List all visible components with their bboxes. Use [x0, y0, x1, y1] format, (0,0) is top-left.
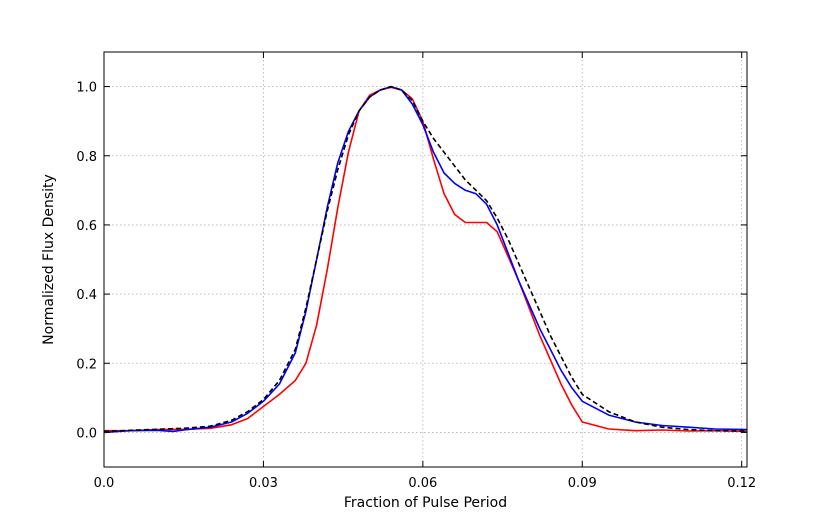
- red-series-line: [104, 86, 748, 433]
- y-tick-label: 0.4: [76, 288, 97, 303]
- axis-ticks: [103, 52, 747, 467]
- series-layer: [103, 85, 748, 434]
- x-axis-label: Fraction of Pulse Period: [344, 495, 507, 511]
- y-tick-label: 0.6: [76, 219, 97, 234]
- black-dashed-series-line: [103, 85, 748, 433]
- blue-series-line: [103, 85, 748, 434]
- y-tick-label: 0.0: [76, 426, 97, 441]
- x-tick-label: 0.12: [727, 476, 756, 491]
- x-tick-label: 0.0: [94, 476, 115, 491]
- plot-frame: [103, 51, 748, 468]
- x-tick-labels: 0.0 0.03 0.06 0.09 0.12: [94, 476, 757, 491]
- x-tick-label: 0.09: [568, 476, 597, 491]
- y-tick-label: 0.2: [76, 357, 97, 372]
- y-tick-labels: 0.0 0.2 0.4 0.6 0.8 1.0: [76, 81, 97, 442]
- x-tick-label: 0.03: [249, 476, 278, 491]
- y-axis-label: Normalized Flux Density: [41, 174, 57, 345]
- y-tick-label: 1.0: [76, 81, 97, 96]
- x-tick-label: 0.06: [408, 476, 437, 491]
- y-tick-label: 0.8: [76, 150, 97, 165]
- grid-lines: [103, 52, 747, 467]
